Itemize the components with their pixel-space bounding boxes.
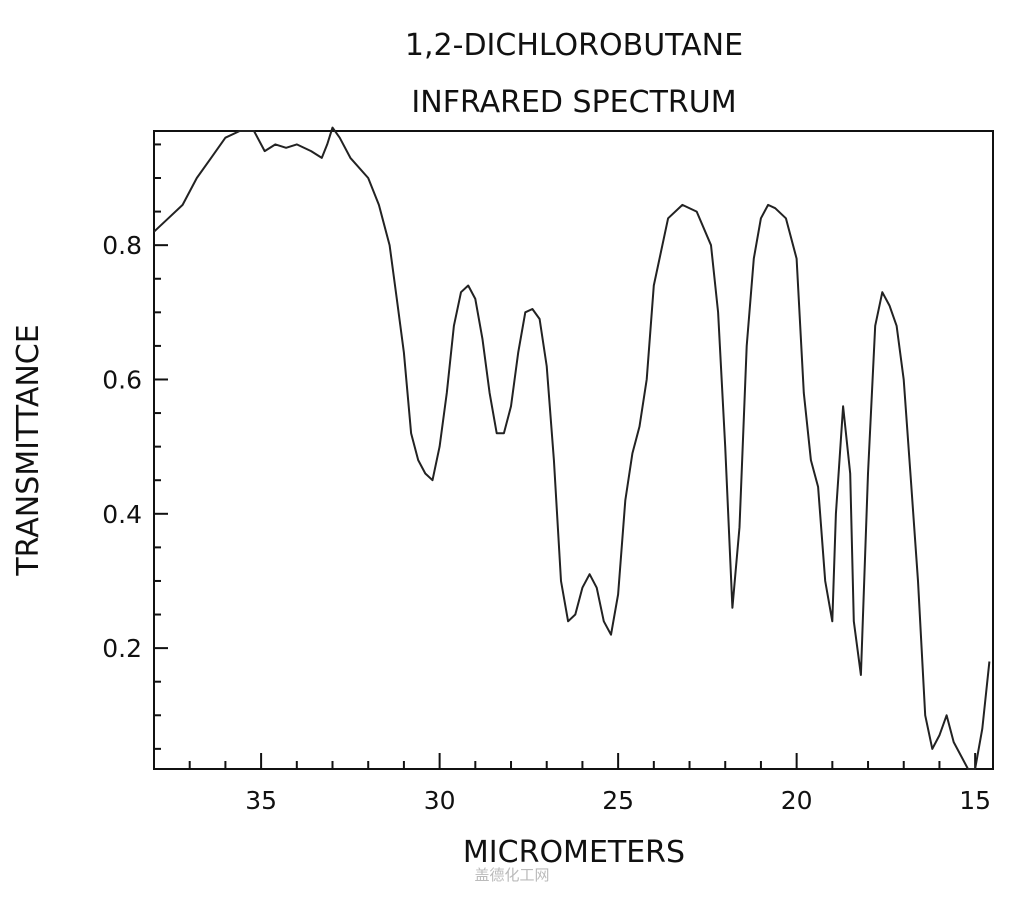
chart-title: 1,2-DICHLOROBUTANE	[405, 28, 743, 63]
x-axis-ticks: 15 20 25 30 35	[153, 753, 991, 815]
y-axis-label: TRANSMITTANCE	[11, 324, 46, 576]
x-tick-label: 25	[602, 786, 634, 815]
chart-subtitle: INFRARED SPECTRUM	[411, 85, 736, 120]
x-tick-label: 30	[424, 786, 456, 815]
x-axis-label: MICROMETERS	[463, 835, 685, 870]
y-tick-label: 0.8	[102, 231, 142, 260]
y-tick-label: 0.6	[102, 365, 142, 394]
x-tick-label: 15	[959, 786, 991, 815]
x-tick-label: 35	[245, 786, 277, 815]
y-tick-label: 0.2	[102, 634, 142, 663]
y-axis-ticks: 0.2 0.4 0.6 0.8	[102, 143, 168, 750]
x-tick-label: 20	[781, 786, 813, 815]
plot-frame	[153, 130, 994, 770]
watermark-text: 盖德化工网	[474, 866, 549, 884]
y-tick-label: 0.4	[102, 500, 142, 529]
spectrum-line	[153, 126, 991, 770]
